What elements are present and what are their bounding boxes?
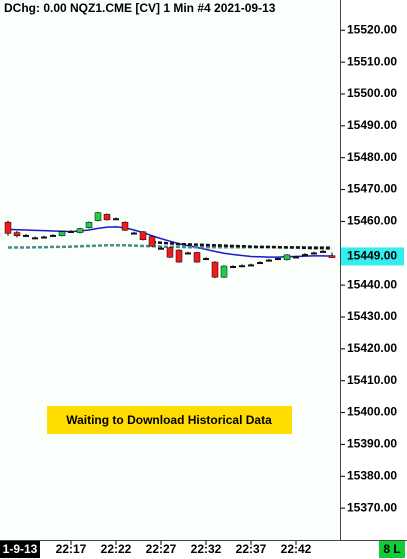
candle-body [257, 262, 263, 265]
x-tick-label: 22:32 [191, 542, 222, 556]
candle-body [302, 254, 308, 257]
candle-body [139, 231, 147, 240]
last-price-box [341, 247, 404, 266]
candle-body [275, 258, 281, 261]
candle-body [175, 249, 183, 263]
candle-body [85, 221, 93, 229]
candle-body [32, 237, 38, 240]
y-tick-label: 15430.00 [347, 309, 397, 323]
candle-body [76, 228, 84, 233]
candle-body [4, 221, 12, 234]
candle-body [23, 234, 29, 237]
plot-area [0, 0, 340, 540]
candle-body [293, 256, 299, 259]
candle-body [131, 232, 137, 235]
candle-body [13, 232, 21, 237]
candle-body [68, 230, 74, 233]
x-tick-label: 22:17 [56, 542, 87, 556]
y-tick-label: 15380.00 [347, 468, 397, 482]
x-tick-label: 22:27 [146, 542, 177, 556]
y-tick-label: 15420.00 [347, 341, 397, 355]
y-tick-label: 15370.00 [347, 500, 397, 514]
x-tick-label: 22:37 [236, 542, 267, 556]
candle-body [121, 221, 129, 231]
candle-body [158, 247, 164, 250]
candle-body [166, 247, 174, 258]
y-tick-label: 15390.00 [347, 437, 397, 451]
candle-body [320, 250, 326, 253]
candle-body [203, 258, 209, 261]
x-tick-label: 22:42 [281, 542, 312, 556]
y-tick-label: 15470.00 [347, 182, 397, 196]
candle-body [193, 252, 201, 263]
y-tick-label: 15520.00 [347, 22, 397, 36]
message-box [47, 406, 292, 434]
candle-body [311, 252, 317, 255]
y-tick-label: 15490.00 [347, 118, 397, 132]
candle-body [328, 255, 336, 258]
candle-body [41, 236, 47, 239]
candle-body [239, 265, 245, 268]
indicator-line [151, 240, 333, 250]
candle-body [113, 218, 119, 221]
y-tick-label: 15500.00 [347, 86, 397, 100]
candle-body [94, 212, 102, 221]
y-tick-label: 15410.00 [347, 373, 397, 387]
date-label: 1-9-13 [3, 542, 38, 556]
y-tick-label: 15400.00 [347, 405, 397, 419]
date-box [0, 541, 40, 558]
candle-body [185, 252, 191, 255]
y-tick-label: 15460.00 [347, 214, 397, 228]
candle-body [283, 254, 291, 260]
candle-body [230, 266, 236, 269]
chart-title: DChg: 0.00 NQZ1.CME [CV] 1 Min #4 2021-0… [4, 1, 276, 15]
candle-body [103, 213, 111, 221]
candle-body [220, 265, 228, 278]
candle-body [248, 264, 254, 267]
candle-body [211, 261, 219, 278]
x-tick-label: 22:22 [101, 542, 132, 556]
status-label: 8 L [383, 542, 400, 556]
last-price-label: 15449.00 [347, 249, 397, 263]
y-tick-label: 15440.00 [347, 277, 397, 291]
y-tick-label: 15480.00 [347, 150, 397, 164]
message: Waiting to Download Historical Data [66, 413, 272, 427]
y-tick-label: 15510.00 [347, 54, 397, 68]
status-box [379, 541, 405, 558]
candle-body [148, 236, 156, 247]
candle-body [50, 234, 56, 237]
candle-body [266, 259, 272, 262]
candle-body [58, 231, 66, 237]
